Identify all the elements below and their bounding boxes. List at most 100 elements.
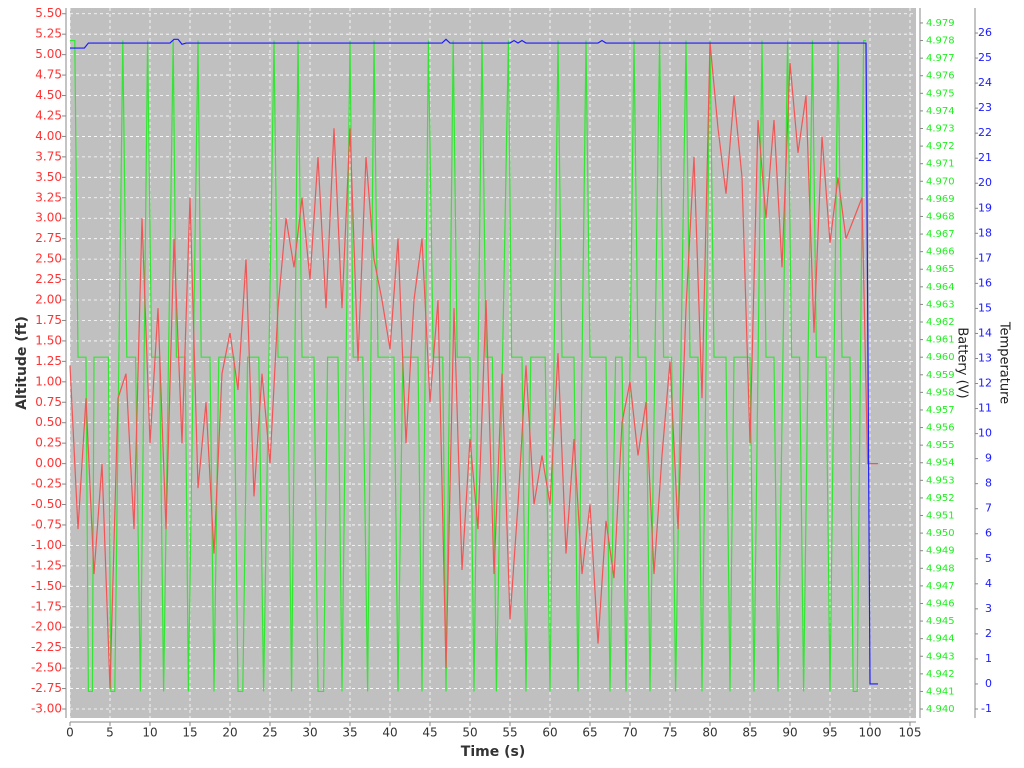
y-tick-label: 4.00 [35,129,62,143]
y-tick-label: 2.00 [35,293,62,307]
x-tick-label: 70 [622,726,637,740]
y-tick-label: -2.25 [31,640,62,654]
y2-tick-label: 4.970 [926,176,955,187]
y2-tick-label: 4.954 [926,458,955,469]
y-tick-label: -2.50 [31,661,62,675]
y-tick-label: 2.50 [35,252,62,266]
y3-tick-label: 20 [978,176,992,189]
y2-tick-label: 4.959 [926,370,955,381]
y2-tick-label: 4.963 [926,299,955,310]
y2-tick-label: 4.966 [926,247,955,258]
y-axis-title: Altitude (ft) [14,316,30,410]
y3-tick-label: 12 [978,377,992,390]
x-tick-label: 15 [182,726,197,740]
x-axis-title: Time (s) [461,744,525,760]
y-tick-label: 0.50 [35,415,62,429]
y2-tick-label: 4.960 [926,352,955,363]
y3-tick-label: 2 [985,627,992,640]
y2-tick-label: 4.955 [926,440,955,451]
y-tick-label: 0.00 [35,456,62,470]
y2-tick-label: 4.968 [926,211,955,222]
y3-tick-label: 26 [978,26,992,39]
y3-tick-label: 14 [978,326,992,339]
y2-tick-label: 4.949 [926,546,955,557]
y-tick-label: -1.00 [31,538,62,552]
y3-tick-label: 22 [978,126,992,139]
y-tick-label: -0.75 [31,517,62,531]
data-line [70,39,866,693]
y-tick-label: 4.25 [35,108,62,122]
y3-tick-label: 24 [978,76,992,89]
y3-tick-label: 23 [978,101,992,114]
y3-tick-label: 17 [978,251,992,264]
y2-tick-label: 4.943 [926,651,955,662]
x-tick-label: 85 [742,726,757,740]
x-tick-label: 65 [582,726,597,740]
y3-tick-label: 10 [978,427,992,440]
y2-tick-label: 4.951 [926,511,955,522]
y2-tick-label: 4.964 [926,282,955,293]
y2-tick-label: 4.944 [926,634,955,645]
y2-tick-label: 4.947 [926,581,955,592]
y2-axis-title: Battery (V) [955,327,970,398]
y-tick-label: -2.00 [31,620,62,634]
y3-tick-label: 25 [978,51,992,64]
y2-tick-label: 4.946 [926,598,955,609]
y2-tick-label: 4.969 [926,194,955,205]
y2-tick-label: 4.975 [926,88,955,99]
x-tick-label: 95 [822,726,837,740]
y-tick-label: 1.75 [35,313,62,327]
x-tick-label: 60 [542,726,557,740]
y-tick-label: -1.25 [31,558,62,572]
x-tick-label: 20 [222,726,237,740]
y-tick-label: -2.75 [31,681,62,695]
y-tick-label: 2.75 [35,231,62,245]
y3-tick-label: 9 [985,452,992,465]
y-tick-label: 5.25 [35,27,62,41]
y-tick-label: -1.75 [31,599,62,613]
x-tick-label: 0 [66,726,74,740]
x-tick-label: 55 [502,726,517,740]
y2-tick-label: 4.977 [926,53,955,64]
y2-tick-label: 4.942 [926,669,955,680]
y-tick-label: -0.50 [31,497,62,511]
y2-tick-label: 4.957 [926,405,955,416]
y3-tick-label: 8 [985,477,992,490]
y-tick-label: 1.00 [35,374,62,388]
y2-tick-label: 4.962 [926,317,955,328]
x-tick-label: 80 [702,726,717,740]
y2-tick-label: 4.967 [926,229,955,240]
data-line [69,42,878,689]
y3-tick-label: 5 [985,552,992,565]
y2-tick-label: 4.973 [926,124,955,135]
y3-tick-label: 18 [978,226,992,239]
y-tick-label: 4.50 [35,88,62,102]
y2-tick-label: 4.940 [926,704,955,715]
y3-tick-label: -1 [981,702,992,715]
y-tick-label: 3.50 [35,170,62,184]
y3-tick-label: 19 [978,201,992,214]
data-line [70,38,878,685]
y2-tick-label: 4.948 [926,563,955,574]
x-tick-label: 100 [859,726,882,740]
x-tick-label: 50 [462,726,477,740]
y-tick-label: 5.00 [35,47,62,61]
x-tick-label: 30 [302,726,317,740]
y-tick-label: -0.25 [31,477,62,491]
y3-tick-label: 6 [985,527,992,540]
y2-tick-label: 4.953 [926,475,955,486]
y3-tick-label: 3 [985,602,992,615]
y-tick-label: 3.25 [35,190,62,204]
y2-tick-label: 4.961 [926,335,955,346]
y3-tick-label: 1 [985,652,992,665]
y2-tick-label: 4.979 [926,18,955,29]
y3-tick-label: 21 [978,151,992,164]
y-tick-label: 4.75 [35,68,62,82]
y3-tick-label: 11 [978,402,992,415]
y3-axis-title: Temperature [997,321,1012,404]
y3-tick-label: 13 [978,351,992,364]
y3-tick-label: 0 [985,677,992,690]
y-tick-label: -1.50 [31,579,62,593]
y2-tick-label: 4.965 [926,264,955,275]
